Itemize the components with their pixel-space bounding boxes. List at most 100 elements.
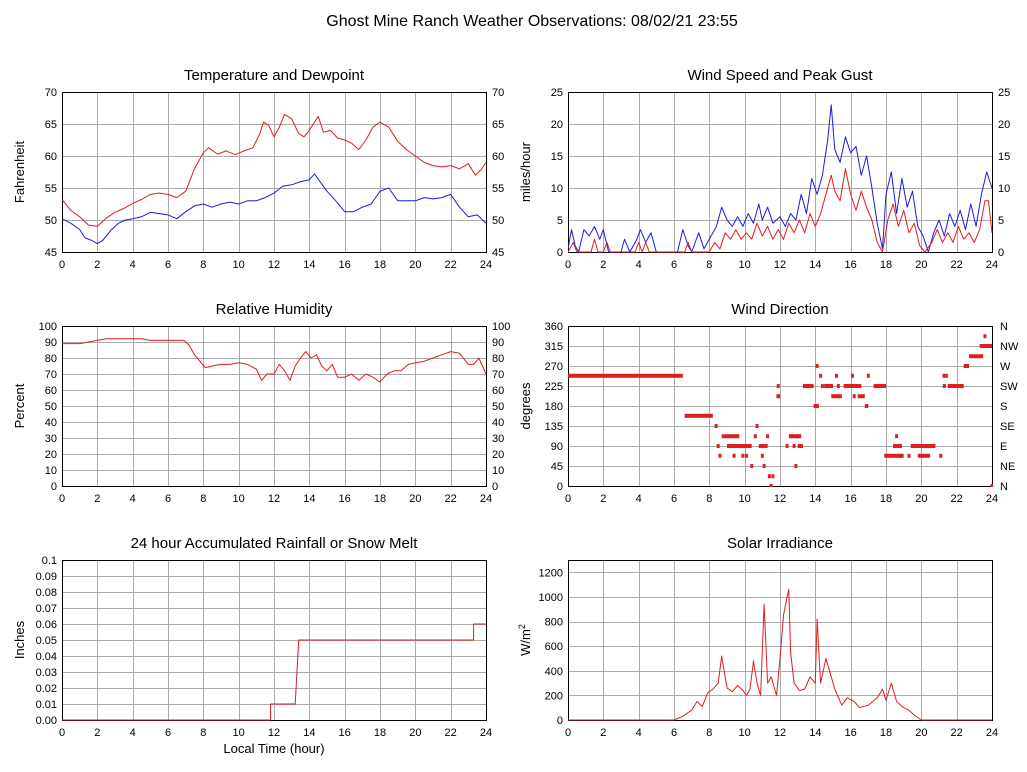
y-tick-label: 0.06 (36, 619, 57, 631)
compass-tick-label: NE (1000, 461, 1015, 473)
y-tick-label: 600 (545, 641, 563, 653)
direction-run (857, 394, 865, 399)
direction-run (864, 404, 869, 408)
y-tick-label-right: 55 (492, 183, 504, 195)
direction-run (741, 444, 752, 448)
y-tick-label-right: 30 (492, 433, 504, 445)
direction-point (776, 384, 780, 388)
x-tick-label: 18 (880, 259, 892, 271)
y-axis-label: Percent (12, 383, 27, 428)
x-tick-label: 0 (59, 493, 65, 505)
x-tick-label: 14 (809, 493, 821, 505)
direction-point (815, 364, 819, 368)
direction-run (788, 434, 802, 439)
direction-point (942, 384, 946, 388)
y-tick-label: 180 (545, 401, 563, 413)
x-tick-label: 4 (636, 727, 642, 739)
series-line-red (62, 623, 486, 721)
x-tick-label: 8 (200, 493, 206, 505)
direction-run (568, 373, 683, 378)
direction-run (969, 354, 984, 359)
compass-tick-label: SW (1000, 381, 1018, 393)
x-tick-label: 16 (845, 259, 857, 271)
x-tick-label: 24 (480, 259, 492, 271)
x-tick-label: 2 (600, 727, 606, 739)
y-tick-label-right: 100 (492, 321, 510, 333)
x-tick-label: 12 (774, 727, 786, 739)
direction-point (769, 484, 773, 487)
y-tick-label-right: 10 (998, 183, 1010, 195)
y-tick-label: 70 (45, 369, 57, 381)
y-axis-label: Inches (12, 620, 27, 659)
y-tick-label: 80 (45, 353, 57, 365)
x-tick-label: 4 (636, 259, 642, 271)
series-group (568, 334, 993, 487)
compass-tick-label: E (1000, 441, 1007, 453)
y-tick-label: 200 (545, 690, 563, 702)
y-tick-label: 30 (45, 433, 57, 445)
compass-tick-label: N (1000, 481, 1008, 493)
x-tick-label: 20 (409, 259, 421, 271)
direction-run (727, 444, 745, 448)
x-tick-label: 12 (268, 259, 280, 271)
x-tick-label: 22 (951, 493, 963, 505)
direction-point (835, 373, 839, 378)
x-tick-label: 16 (339, 259, 351, 271)
y-tick-label: 10 (45, 465, 57, 477)
y-tick-label-right: 60 (492, 151, 504, 163)
direction-run (831, 394, 842, 399)
x-tick-label: 20 (409, 727, 421, 739)
direction-run (797, 444, 803, 448)
direction-point (771, 474, 775, 479)
y-tick-label-right: 20 (998, 119, 1010, 131)
y-tick-label-right: 65 (492, 119, 504, 131)
direction-point (939, 453, 943, 458)
direction-run (721, 434, 740, 439)
x-tick-label: 10 (233, 493, 245, 505)
x-tick-label: 10 (739, 493, 751, 505)
y-tick-label: 60 (45, 385, 57, 397)
x-tick-label: 0 (59, 259, 65, 271)
direction-run (758, 444, 768, 448)
direction-run (802, 384, 814, 388)
y-tick-label: 0.03 (36, 667, 57, 679)
y-tick-label: 0.08 (36, 587, 57, 599)
x-tick-label: 0 (565, 259, 571, 271)
x-tick-label: 24 (986, 259, 998, 271)
direction-point (794, 464, 798, 468)
x-tick-label: 12 (774, 493, 786, 505)
x-axis-label: Local Time (hour) (223, 741, 324, 756)
x-tick-label: 6 (671, 727, 677, 739)
y-tick-label: 0.05 (36, 635, 57, 647)
y-tick-label: 45 (45, 247, 57, 259)
y-tick-label: 0.04 (36, 651, 57, 663)
y-tick-label: 90 (45, 337, 57, 349)
x-tick-label: 2 (600, 259, 606, 271)
compass-tick-label: S (1000, 401, 1007, 413)
y-tick-label: 0 (557, 247, 563, 259)
x-tick-label: 12 (268, 727, 280, 739)
y-tick-label-right: 80 (492, 353, 504, 365)
x-tick-label: 0 (59, 727, 65, 739)
direction-point (744, 453, 748, 458)
direction-run (813, 404, 819, 408)
y-tick-label: 0.01 (36, 699, 57, 711)
x-tick-label: 14 (303, 493, 315, 505)
x-tick-label: 8 (200, 727, 206, 739)
direction-point (866, 373, 870, 378)
direction-run (979, 344, 992, 348)
x-tick-label: 16 (339, 493, 351, 505)
direction-point (850, 373, 854, 378)
y-axis-label: degrees (518, 382, 533, 429)
series-line-red (62, 338, 487, 383)
y-tick-label: 225 (545, 381, 563, 393)
chart-title: Wind Speed and Peak Gust (687, 67, 873, 84)
direction-point (732, 453, 736, 458)
chart-title: Relative Humidity (216, 301, 333, 318)
compass-tick-label: N (1000, 321, 1008, 333)
x-tick-label: 8 (706, 493, 712, 505)
plot-frame (62, 92, 487, 253)
y-tick-label: 40 (45, 417, 57, 429)
